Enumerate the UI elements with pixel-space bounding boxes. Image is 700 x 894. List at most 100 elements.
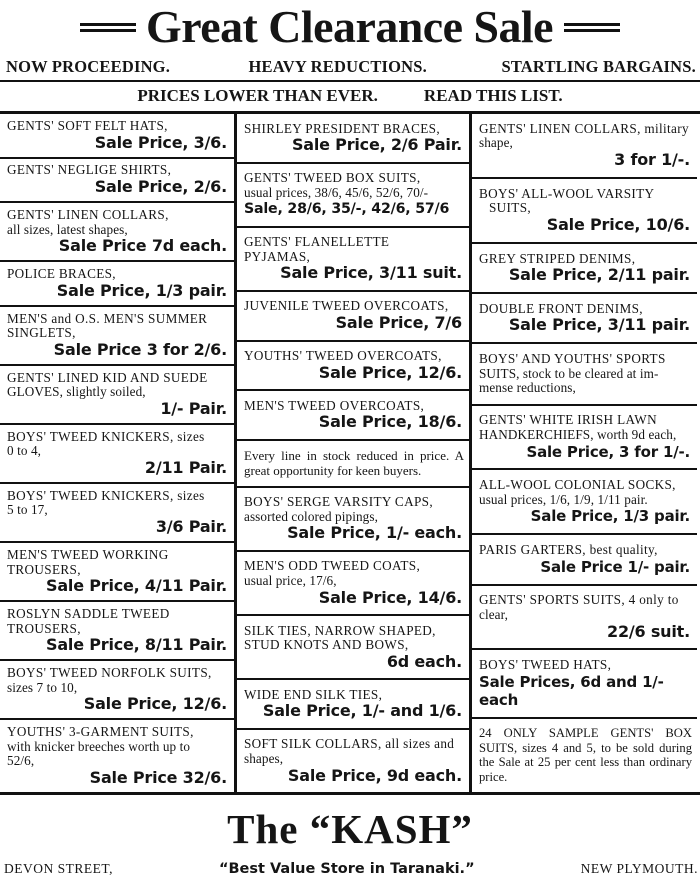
subhead-startling-bargains: STARTLING BARGAINS. xyxy=(501,57,696,76)
item-price: Sale Price, 3/11 pair. xyxy=(508,315,690,335)
footer-slogan: “Best Value Store in Taranaki.” xyxy=(218,861,475,877)
item-desc: MEN'S ODD TWEED COATS, xyxy=(244,558,421,574)
listing-columns: GENTS' SOFT FELT HATS, Sale Price, 3/6. … xyxy=(0,111,700,795)
subhead-now-proceeding: NOW PROCEEDING. xyxy=(6,57,171,76)
item-desc-2: SINGLETS, xyxy=(7,325,76,341)
list-item[interactable]: GENTS' TWEED BOX SUITS, usual prices, 38… xyxy=(237,164,469,228)
item-desc-2: TROUSERS, xyxy=(7,561,81,577)
item-desc: GENTS' SPORTS SUITS, 4 only to xyxy=(479,592,679,608)
item-price: Sale Prices, 6d and 1/- each xyxy=(479,672,664,709)
item-desc: GENTS' SOFT FELT HATS, xyxy=(7,117,168,133)
list-item[interactable]: BOYS' TWEED NORFOLK SUITS, sizes 7 to 10… xyxy=(0,661,234,721)
list-item[interactable]: BOYS' TWEED HATS, Sale Prices, 6d and 1/… xyxy=(472,650,697,719)
item-desc: BOYS' TWEED HATS, xyxy=(479,657,612,673)
list-item[interactable]: YOUTHS' 3-GARMENT SUITS, with knicker br… xyxy=(0,720,234,792)
item-desc: WIDE END SILK TIES, xyxy=(244,686,383,702)
item-price: Sale Price, 1/- each. xyxy=(287,523,462,543)
list-item[interactable]: BOYS' SERGE VARSITY CAPS, assorted color… xyxy=(237,488,469,552)
item-desc-2: shape, xyxy=(479,135,513,151)
item-desc-2: all sizes, latest shapes, xyxy=(7,221,128,237)
item-desc-2: clear, xyxy=(479,606,508,622)
list-item[interactable]: GENTS' FLANELLETTE PYJAMAS, Sale Price, … xyxy=(237,228,469,292)
item-price: Sale Price, 2/6. xyxy=(94,177,228,197)
item-desc-2: HANDKERCHIEFS, worth 9d each, xyxy=(479,427,677,443)
list-item[interactable]: BOYS' ALL-WOOL VARSITY SUITS, Sale Price… xyxy=(472,179,697,244)
footer-town: NEW PLYMOUTH. xyxy=(580,861,698,876)
list-item[interactable]: PARIS GARTERS, best quality, Sale Price … xyxy=(472,535,697,586)
item-desc-2: SUITS, xyxy=(489,200,532,216)
item-price: 22/6 suit. xyxy=(607,621,690,641)
store-name: The “KASH” xyxy=(227,806,473,852)
item-desc: GENTS' FLANELLETTE xyxy=(244,234,390,250)
banner-read-this-list: READ THIS LIST. xyxy=(423,86,563,105)
item-price: Sale Price, 3/11 suit. xyxy=(280,263,462,283)
list-item[interactable]: MEN'S and O.S. MEN'S SUMMER SINGLETS, Sa… xyxy=(0,307,234,366)
item-paragraph: 24 ONLY SAMPLE GENTS' BOX SUITS, sizes 4… xyxy=(479,726,692,784)
list-item[interactable]: ALL-WOOL COLONIAL SOCKS, usual prices, 1… xyxy=(472,470,697,536)
item-desc: PARIS GARTERS, best quality, xyxy=(479,542,658,558)
list-item[interactable]: DOUBLE FRONT DENIMS, Sale Price, 3/11 pa… xyxy=(472,294,697,345)
list-item[interactable]: SILK TIES, NARROW SHAPED, STUD KNOTS AND… xyxy=(237,616,469,681)
item-desc: ROSLYN SADDLE TWEED xyxy=(7,606,170,622)
item-desc: POLICE BRACES, xyxy=(7,266,116,282)
item-price: Sale Price 32/6. xyxy=(89,767,228,787)
list-item[interactable]: POLICE BRACES, Sale Price, 1/3 pair. xyxy=(0,262,234,307)
item-price: Sale Price, 14/6. xyxy=(318,587,462,607)
banner-prices-lower: PRICES LOWER THAN EVER. xyxy=(137,86,378,105)
item-price: Sale Price 3 for 2/6. xyxy=(53,339,228,359)
item-desc: BOYS' TWEED NORFOLK SUITS, xyxy=(7,665,212,681)
masthead: Great Clearance Sale xyxy=(0,0,700,56)
item-desc-2: GLOVES, slightly soiled, xyxy=(7,384,146,400)
item-price: Sale Price, 3/6. xyxy=(94,132,228,152)
item-price: 3/6 Pair. xyxy=(155,517,227,537)
right-dash-rule-icon xyxy=(563,20,620,35)
item-price: 3 for 1/-. xyxy=(614,150,690,170)
list-item[interactable]: MEN'S ODD TWEED COATS, usual price, 17/6… xyxy=(237,552,469,617)
list-item[interactable]: GENTS' LINEN COLLARS, all sizes, latest … xyxy=(0,203,234,263)
item-desc-2: usual price, 17/6, xyxy=(244,573,337,589)
item-desc: SILK TIES, NARROW SHAPED, xyxy=(244,622,436,638)
item-desc-2: sizes 7 to 10, xyxy=(7,679,78,695)
list-item[interactable]: GENTS' SOFT FELT HATS, Sale Price, 3/6. xyxy=(0,114,234,159)
item-price: Sale Price, 1/3 pair. xyxy=(530,507,691,526)
list-item-note[interactable]: Every line in stock reduced in price. A … xyxy=(237,441,469,488)
list-item[interactable]: MEN'S TWEED OVERCOATS, Sale Price, 18/6. xyxy=(237,391,469,441)
item-desc-2: STUD KNOTS AND BOWS, xyxy=(244,637,409,653)
item-desc-2: 0 to 4, xyxy=(7,443,42,459)
item-desc: YOUTHS' 3-GARMENT SUITS, xyxy=(7,724,194,740)
list-item[interactable]: GENTS' NEGLIGE SHIRTS, Sale Price, 2/6. xyxy=(0,159,234,203)
list-item[interactable]: WIDE END SILK TIES, Sale Price, 1/- and … xyxy=(237,680,469,730)
item-desc-2: usual prices, 1/6, 1/9, 1/11 pair. xyxy=(479,491,648,507)
list-item[interactable]: BOYS' AND YOUTHS' SPORTS SUITS, stock to… xyxy=(472,344,697,406)
item-desc: SHIRLEY PRESIDENT BRACES, xyxy=(244,120,440,136)
item-desc: GENTS' LINEN COLLARS, military xyxy=(479,120,689,136)
subhead-heavy-reductions: HEAVY REDUCTIONS. xyxy=(248,57,428,76)
list-item[interactable]: MEN'S TWEED WORKING TROUSERS, Sale Price… xyxy=(0,543,234,603)
list-item[interactable]: ROSLYN SADDLE TWEED TROUSERS, Sale Price… xyxy=(0,602,234,662)
item-desc-3: 52/6, xyxy=(7,753,35,769)
item-desc: BOYS' TWEED KNICKERS, sizes xyxy=(7,428,205,444)
item-desc-2: usual prices, 38/6, 45/6, 52/6, 70/- xyxy=(244,184,429,200)
list-item[interactable]: GENTS' WHITE IRISH LAWN HANDKERCHIEFS, w… xyxy=(472,406,697,471)
page-title: Great Clearance Sale xyxy=(146,2,554,52)
item-price: Sale Price, 1/- and 1/6. xyxy=(262,701,462,721)
item-desc: BOYS' SERGE VARSITY CAPS, xyxy=(244,494,433,510)
item-desc-2: TROUSERS, xyxy=(7,620,81,636)
list-item[interactable]: SOFT SILK COLLARS, all sizes and shapes,… xyxy=(237,730,469,792)
list-item-note[interactable]: 24 ONLY SAMPLE GENTS' BOX SUITS, sizes 4… xyxy=(472,719,697,792)
list-item[interactable]: GREY STRIPED DENIMS, Sale Price, 2/11 pa… xyxy=(472,244,697,294)
list-item[interactable]: BOYS' TWEED KNICKERS, sizes 0 to 4, 2/11… xyxy=(0,425,234,484)
left-dash-rule-icon xyxy=(80,20,137,35)
list-item[interactable]: GENTS' LINEN COLLARS, military shape, 3 … xyxy=(472,114,697,179)
list-item[interactable]: GENTS' LINED KID AND SUEDE GLOVES, sligh… xyxy=(0,366,234,425)
item-desc: MEN'S TWEED WORKING xyxy=(7,546,169,562)
list-item[interactable]: SHIRLEY PRESIDENT BRACES, Sale Price, 2/… xyxy=(237,114,469,164)
list-item[interactable]: JUVENILE TWEED OVERCOATS, Sale Price, 7/… xyxy=(237,292,469,342)
item-desc: GENTS' TWEED BOX SUITS, xyxy=(244,170,421,186)
list-item[interactable]: GENTS' SPORTS SUITS, 4 only to clear, 22… xyxy=(472,586,697,651)
list-item[interactable]: YOUTHS' TWEED OVERCOATS, Sale Price, 12/… xyxy=(237,342,469,392)
list-item[interactable]: BOYS' TWEED KNICKERS, sizes 5 to 17, 3/6… xyxy=(0,484,234,543)
item-desc-2: with knicker breeches worth up to xyxy=(7,738,191,754)
item-price: 2/11 Pair. xyxy=(144,457,227,477)
